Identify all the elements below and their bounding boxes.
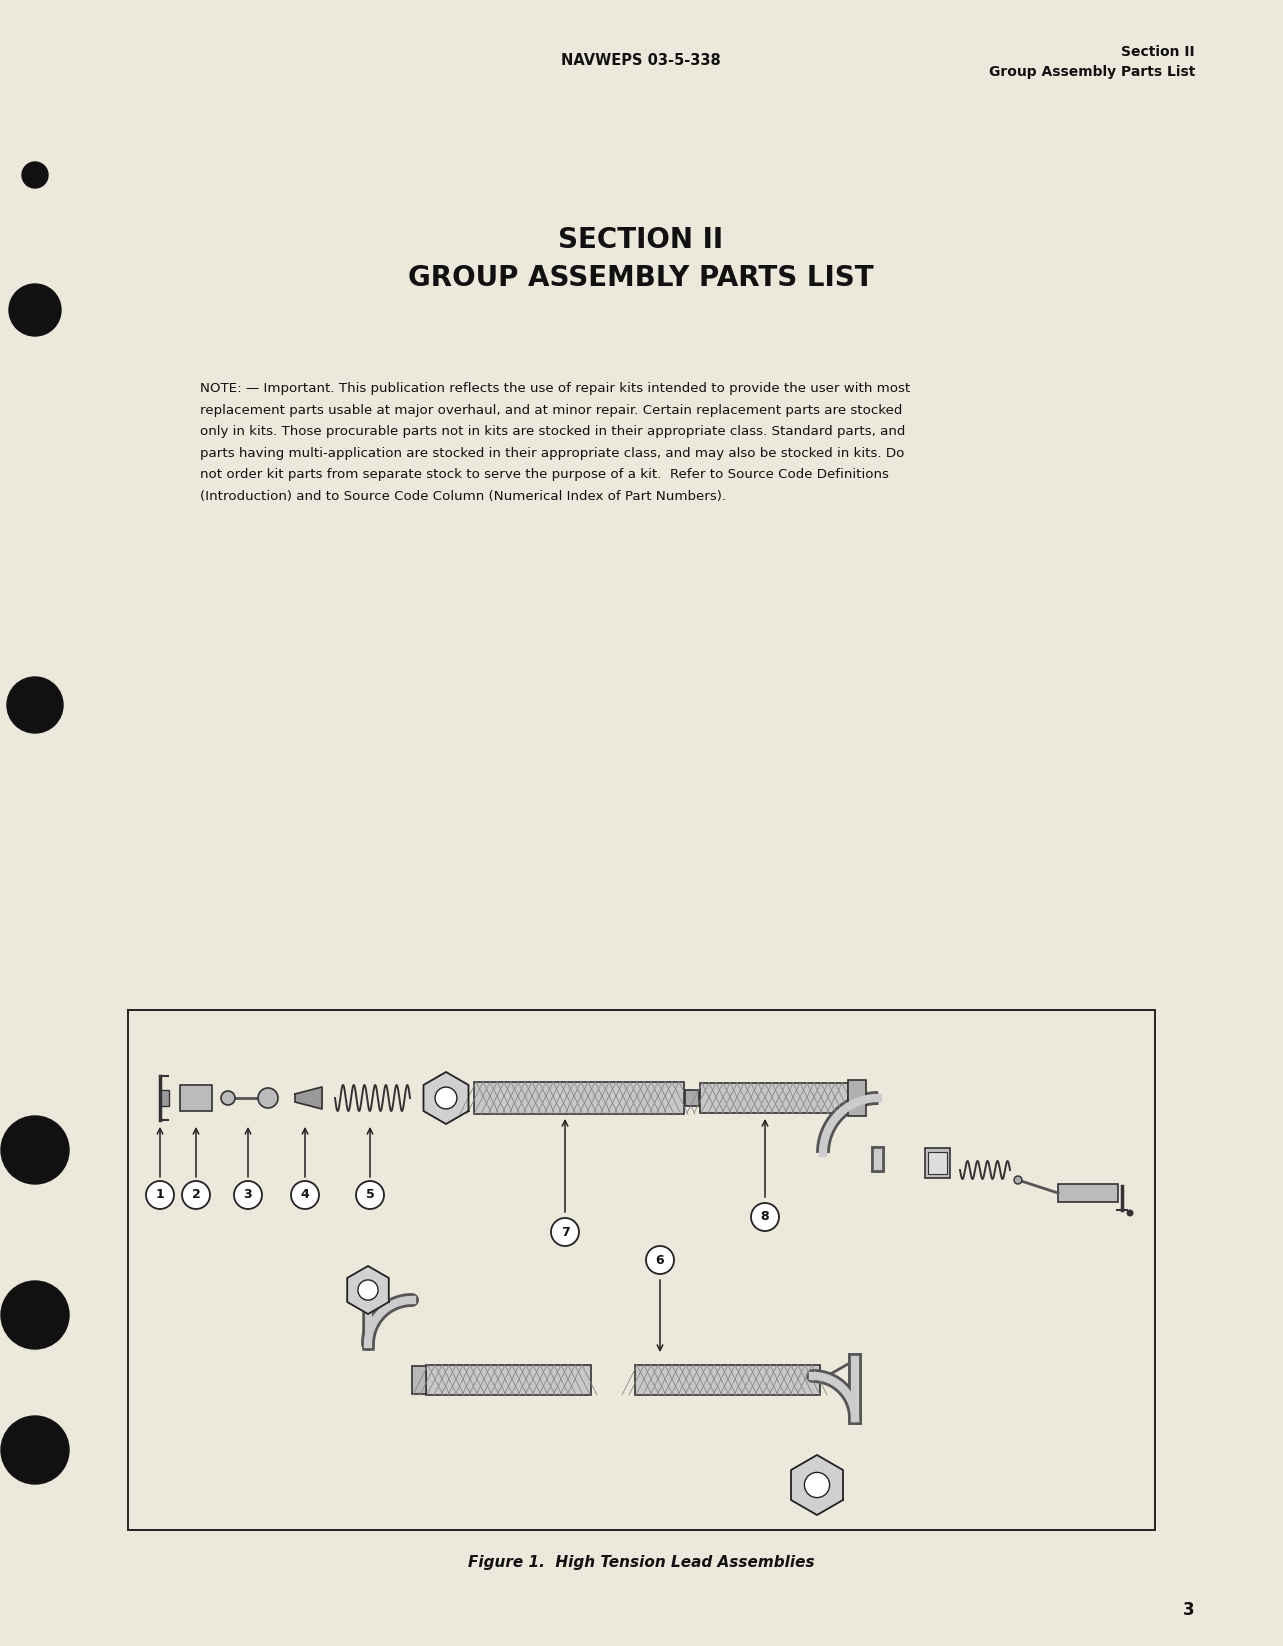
Text: SECTION II: SECTION II — [558, 226, 724, 253]
Bar — [412, 1366, 426, 1394]
Circle shape — [22, 161, 47, 188]
Text: 1: 1 — [155, 1188, 164, 1202]
Text: parts having multi-application are stocked in their appropriate class, and may a: parts having multi-application are stock… — [200, 446, 905, 459]
Text: only in kits. Those procurable parts not in kits are stocked in their appropriat: only in kits. Those procurable parts not… — [200, 425, 906, 438]
Bar — [925, 1147, 949, 1179]
Circle shape — [1, 1416, 69, 1485]
Circle shape — [182, 1180, 210, 1210]
Circle shape — [146, 1180, 174, 1210]
Bar — [928, 1152, 947, 1174]
Polygon shape — [792, 1455, 843, 1514]
Circle shape — [435, 1086, 457, 1109]
Text: 3: 3 — [244, 1188, 253, 1202]
Text: 7: 7 — [561, 1226, 570, 1238]
Polygon shape — [423, 1072, 468, 1124]
Circle shape — [804, 1473, 830, 1498]
Text: NOTE: — Important. This publication reflects the use of repair kits intended to : NOTE: — Important. This publication refl… — [200, 382, 910, 395]
Text: not order kit parts from separate stock to serve the purpose of a kit.  Refer to: not order kit parts from separate stock … — [200, 467, 889, 481]
Circle shape — [1014, 1175, 1023, 1183]
Circle shape — [234, 1180, 262, 1210]
Text: 3: 3 — [1183, 1602, 1194, 1620]
Text: Group Assembly Parts List: Group Assembly Parts List — [989, 64, 1194, 79]
Text: 5: 5 — [366, 1188, 375, 1202]
Text: NAVWEPS 03-5-338: NAVWEPS 03-5-338 — [561, 53, 721, 67]
Circle shape — [550, 1218, 579, 1246]
Polygon shape — [348, 1266, 389, 1314]
Circle shape — [1, 1281, 69, 1350]
Bar — [426, 1365, 591, 1396]
Text: (Introduction) and to Source Code Column (Numerical Index of Part Numbers).: (Introduction) and to Source Code Column… — [200, 489, 726, 502]
Text: 4: 4 — [300, 1188, 309, 1202]
Text: Figure 1.  High Tension Lead Assemblies: Figure 1. High Tension Lead Assemblies — [468, 1555, 815, 1570]
Circle shape — [9, 285, 62, 336]
Bar — [473, 1081, 684, 1114]
Circle shape — [291, 1180, 319, 1210]
Bar — [1058, 1183, 1117, 1202]
Circle shape — [258, 1088, 278, 1108]
Circle shape — [358, 1281, 378, 1300]
Bar — [848, 1080, 866, 1116]
Text: 2: 2 — [191, 1188, 200, 1202]
Bar — [128, 1011, 1155, 1531]
Bar — [701, 1083, 848, 1113]
Bar — [635, 1365, 820, 1396]
Text: GROUP ASSEMBLY PARTS LIST: GROUP ASSEMBLY PARTS LIST — [408, 263, 874, 291]
Circle shape — [221, 1091, 235, 1104]
Bar — [180, 1085, 212, 1111]
Text: replacement parts usable at major overhaul, and at minor repair. Certain replace: replacement parts usable at major overha… — [200, 403, 902, 416]
Circle shape — [1, 1116, 69, 1183]
Text: 6: 6 — [656, 1254, 665, 1266]
Circle shape — [647, 1246, 674, 1274]
Bar — [685, 1090, 699, 1106]
Bar — [160, 1090, 169, 1106]
Circle shape — [1126, 1210, 1133, 1216]
Circle shape — [6, 677, 63, 732]
Polygon shape — [295, 1086, 322, 1109]
Text: 8: 8 — [761, 1210, 770, 1223]
Circle shape — [751, 1203, 779, 1231]
Text: Section II: Section II — [1121, 44, 1194, 59]
Circle shape — [355, 1180, 384, 1210]
